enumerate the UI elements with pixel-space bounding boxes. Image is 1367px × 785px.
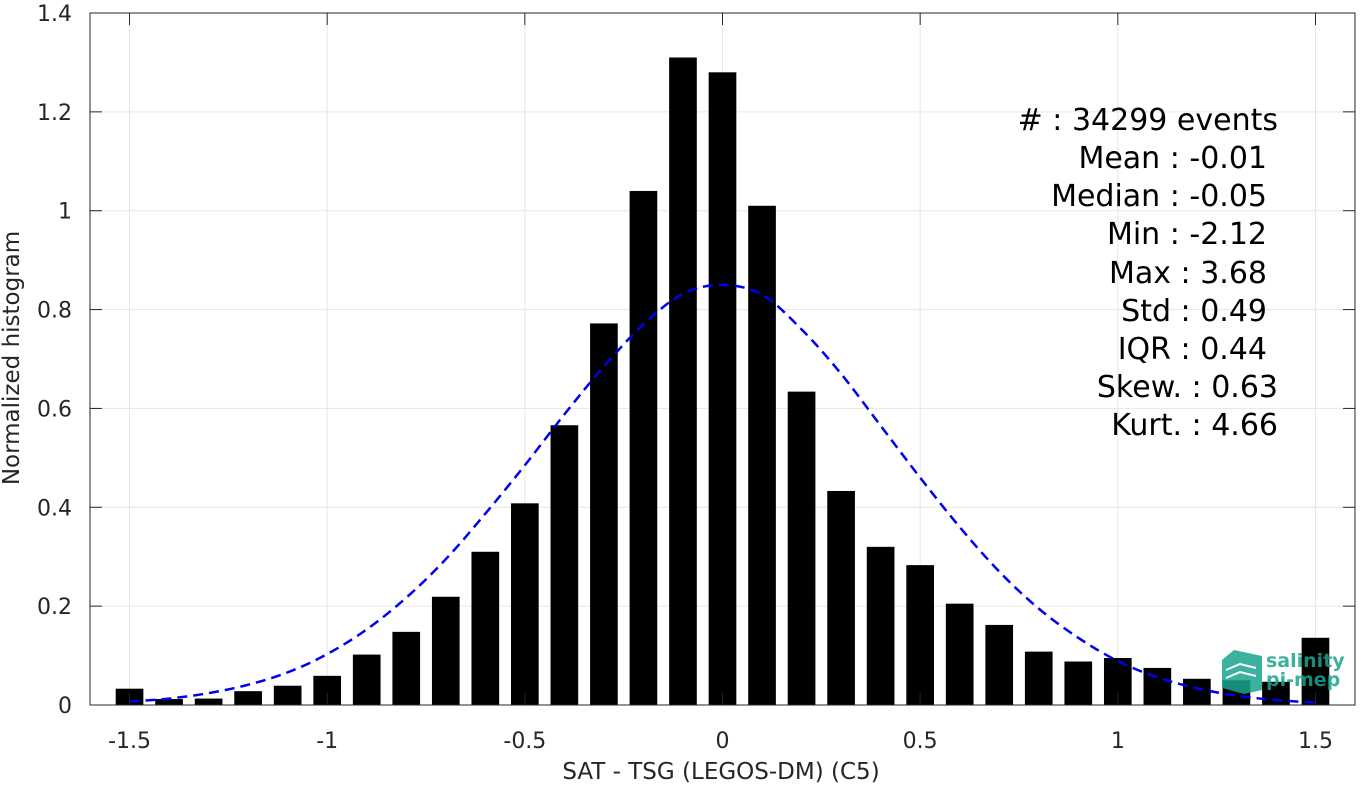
- stats-box: # : 34299 events Mean : -0.01 Median : -…: [1018, 103, 1278, 443]
- histogram-bar: [629, 190, 658, 705]
- histogram-bar: [511, 503, 539, 705]
- histogram-bar: [1143, 667, 1172, 705]
- histogram-bar: [471, 551, 500, 705]
- stat-median: Median : -0.05: [1051, 179, 1267, 214]
- histogram-bar: [273, 685, 302, 705]
- histogram-bar: [669, 57, 697, 705]
- y-tick-label: 0.6: [37, 397, 72, 422]
- histogram-bar: [352, 654, 381, 705]
- stat-std: Std : 0.49: [1121, 294, 1267, 329]
- histogram-bar: [155, 699, 183, 705]
- y-tick-label: 0.4: [37, 496, 72, 521]
- x-tick-label: 1: [1111, 729, 1125, 754]
- histogram-bar: [431, 596, 460, 705]
- stat-kurt: Kurt. : 4.66: [1111, 408, 1278, 443]
- normal-fit-curve: [129, 283, 1316, 704]
- y-tick-label: 0: [58, 694, 72, 719]
- histogram-bar: [945, 603, 974, 705]
- stat-events: # : 34299 events: [1018, 103, 1278, 138]
- x-tick-label: -1.5: [108, 729, 151, 754]
- y-tick-label: 1: [58, 200, 72, 225]
- histogram-bar: [590, 323, 618, 705]
- histogram-bar: [827, 490, 855, 705]
- stat-iqr: IQR : 0.44: [1118, 332, 1267, 367]
- histogram-bar: [708, 72, 737, 706]
- logo-text-line2: pi-mep: [1266, 669, 1340, 691]
- x-tick-label: 1.5: [1298, 729, 1333, 754]
- histogram-bar: [748, 205, 776, 705]
- y-tick-label: 1.4: [37, 2, 72, 27]
- axes: [89, 12, 1356, 706]
- histogram-bar: [906, 565, 934, 705]
- logo-wave2-icon: [1225, 670, 1257, 679]
- histogram-bar: [550, 425, 579, 705]
- stat-skew: Skew. : 0.63: [1097, 370, 1278, 405]
- stat-min: Min : -2.12: [1107, 217, 1267, 252]
- salinity-pi-mep-logo: salinity pi-mep: [1222, 650, 1345, 694]
- histogram-bar: [1024, 651, 1053, 705]
- histogram-bar: [787, 391, 816, 705]
- tick-labels: -1.5 -1 -0.5 0 0.5 1 1.5 0 0.2 0.4 0.6 0.8 1 1.2 1.4: [37, 2, 1333, 754]
- histogram-bar: [985, 624, 1014, 705]
- histogram-bar: [866, 546, 895, 705]
- x-tick-label: 0.5: [903, 729, 938, 754]
- histogram-bar: [1064, 661, 1093, 705]
- histogram-bar: [1262, 681, 1290, 705]
- stat-max: Max : 3.68: [1109, 256, 1267, 291]
- x-tick-label: -0.5: [503, 729, 546, 754]
- x-axis-title: SAT - TSG (LEGOS-DM) (C5): [562, 759, 879, 785]
- histogram-bar: [194, 698, 223, 705]
- stat-mean: Mean : -0.01: [1078, 141, 1267, 176]
- y-tick-label: 0.8: [37, 299, 72, 324]
- x-tick-label: 0: [716, 729, 730, 754]
- histogram-bar: [392, 631, 421, 705]
- histogram-bar: [234, 691, 262, 705]
- x-tick-label: -1: [316, 729, 338, 754]
- y-tick-label: 1.2: [37, 101, 72, 126]
- histogram-bar: [1183, 678, 1211, 705]
- histogram-bars: [115, 57, 1330, 706]
- logo-text-line1: salinity: [1266, 650, 1345, 672]
- logo-wave-icon: [1225, 662, 1257, 671]
- y-tick-label: 0.2: [37, 595, 72, 620]
- y-axis-title: Normalized histogram: [0, 231, 25, 485]
- fit-curve-group: [129, 283, 1316, 704]
